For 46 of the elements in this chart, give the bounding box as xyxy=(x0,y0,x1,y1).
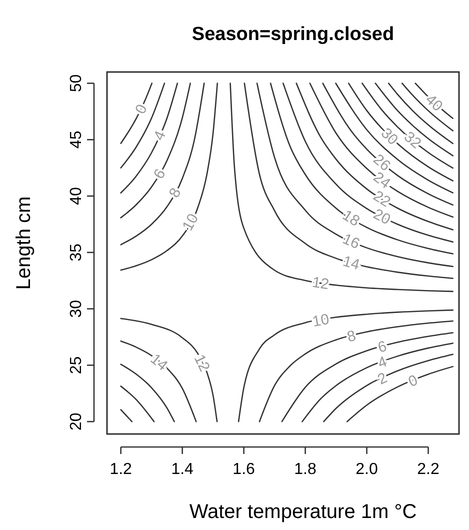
x-tick-label: 1.6 xyxy=(232,461,256,478)
text: 6 xyxy=(150,166,170,182)
text: 14 xyxy=(340,252,362,274)
y-tick-label: 20 xyxy=(68,412,85,430)
x-tick-label: 2.0 xyxy=(356,461,378,478)
text: 10 xyxy=(179,210,202,234)
text: 12 xyxy=(311,274,330,294)
text: 10 xyxy=(311,310,330,331)
line-series xyxy=(120,82,218,271)
y-tick-label: 25 xyxy=(68,356,85,374)
text: 40 xyxy=(422,91,446,115)
line-series xyxy=(281,332,454,422)
text: 0 xyxy=(132,102,151,117)
chart-title: Season=spring.closed xyxy=(192,24,394,45)
line-series xyxy=(120,82,205,246)
line-series xyxy=(362,82,454,169)
line-series xyxy=(302,342,454,422)
line-series xyxy=(120,318,218,422)
y-tick-label: 30 xyxy=(68,300,85,318)
text: 8 xyxy=(345,327,358,346)
y-tick-label: 50 xyxy=(68,74,85,92)
x-tick-label: 2.2 xyxy=(417,461,440,478)
y-tick-label: 35 xyxy=(68,243,85,262)
text: 30 xyxy=(377,124,402,149)
x-tick-label: 1.4 xyxy=(171,461,194,478)
y-axis-title: Length cm xyxy=(13,196,35,290)
text: 18 xyxy=(339,206,363,230)
y-tick-label: 45 xyxy=(68,130,85,149)
text: 32 xyxy=(400,128,424,152)
text: 4 xyxy=(150,128,170,144)
x-axis-title: Water temperature 1m °C xyxy=(189,501,417,523)
x-tick-label: 1.8 xyxy=(294,461,317,478)
line-series xyxy=(401,82,454,132)
text: 0 xyxy=(406,372,420,391)
text: 8 xyxy=(166,185,185,201)
line-series xyxy=(323,354,454,422)
x-tick-label: 1.2 xyxy=(110,461,132,478)
y-tick-label: 40 xyxy=(68,187,85,205)
text: 14 xyxy=(146,350,171,374)
line-series xyxy=(322,82,454,206)
line-series xyxy=(238,309,454,422)
line-series xyxy=(346,366,454,422)
line-series xyxy=(120,82,166,169)
text: 16 xyxy=(340,230,362,253)
line-series xyxy=(374,82,454,156)
text: 12 xyxy=(190,352,213,374)
